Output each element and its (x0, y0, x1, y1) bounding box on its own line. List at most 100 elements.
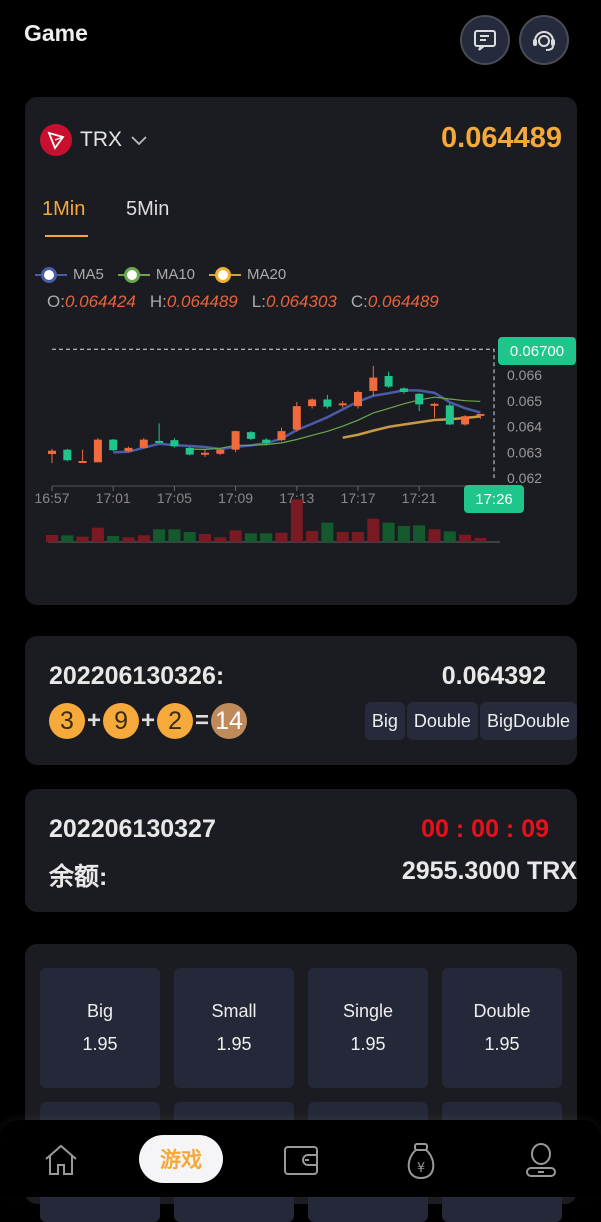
x-tick-label: 17:09 (218, 490, 253, 506)
volume-bar (336, 532, 349, 542)
volume-bar (428, 529, 441, 542)
crosshair-time-label: 17:26 (464, 485, 524, 513)
y-tick-label: 0.065 (507, 393, 542, 409)
home-icon[interactable] (43, 1142, 79, 1178)
candle-body (155, 440, 164, 443)
x-tick-label: 17:01 (96, 490, 131, 506)
candle-body (399, 388, 408, 392)
result-tag: BigDouble (479, 702, 577, 740)
candle-body (63, 449, 72, 461)
option-single[interactable]: Single 1.95 (308, 968, 428, 1088)
candle-body (354, 391, 362, 407)
ohlc-readout: O:0.064424 H:0.064489 L:0.064303 C:0.064… (47, 292, 439, 312)
volume-bar (91, 527, 104, 542)
candle-body (246, 432, 255, 439)
volume-bar (214, 537, 227, 542)
ma20-line (342, 415, 481, 439)
last-round-card (25, 636, 577, 765)
x-tick-label: 17:05 (157, 490, 192, 506)
x-tick-label: 17:17 (340, 490, 375, 506)
option-big[interactable]: Big 1.95 (40, 968, 160, 1088)
balance-label: 余额: (49, 863, 108, 891)
legend-ma10[interactable]: MA10 (117, 266, 195, 283)
legend-ma5[interactable]: MA5 (35, 266, 104, 283)
y-tick-label: 0.066 (507, 367, 542, 383)
result-ball: 9 (103, 703, 140, 739)
candle-body (476, 413, 485, 416)
result-tags: Big Double BigDouble (364, 702, 577, 740)
open-value: O:0.064424 (47, 292, 136, 311)
volume-bar (367, 518, 380, 542)
candle-body (124, 447, 133, 452)
trx-logo-icon (40, 124, 72, 156)
candle-body (216, 449, 225, 454)
close-value: C:0.064489 (350, 292, 439, 311)
tab-1min[interactable]: 1Min (42, 198, 86, 220)
wallet-icon[interactable] (283, 1142, 319, 1178)
ma-legend: MA5 MA10 MA20 (35, 266, 286, 283)
y-tick-label: 0.064 (507, 419, 542, 435)
x-tick-label: 17:13 (279, 490, 314, 506)
volume-bar (199, 534, 211, 542)
countdown-timer: 00 : 00 : 09 (421, 815, 549, 843)
volume-bar (443, 531, 456, 542)
chevron-down-icon (131, 136, 147, 146)
result-ball: 3 (49, 703, 85, 739)
tab-5min[interactable]: 5Min (126, 198, 170, 220)
candle-body (277, 431, 286, 441)
coin-selector[interactable]: TRX (40, 124, 148, 156)
result-tag: Big (364, 702, 405, 740)
option-small[interactable]: Small 1.95 (174, 968, 294, 1088)
high-value: H:0.064489 (149, 292, 238, 311)
volume-bar (321, 522, 334, 542)
volume-bar (76, 536, 89, 542)
volume-bar (229, 530, 242, 542)
user-icon[interactable] (523, 1142, 559, 1180)
volume-bar (244, 533, 257, 542)
candle-body (78, 461, 87, 464)
candlestick-chart[interactable]: 16:57 17:01 17:05 17:09 17:13 17:17 17:21 0.066… (0, 330, 601, 560)
y-tick-label: 0.063 (507, 444, 542, 460)
legend-ma20[interactable]: MA20 (209, 266, 286, 283)
result-sum: 14 (211, 703, 248, 739)
candle-body (262, 439, 271, 443)
customer-service-icon (533, 31, 555, 51)
volume-bar (153, 529, 166, 542)
x-tick-label: 17:21 (402, 490, 437, 506)
candle-body (369, 377, 378, 391)
volume-bar (275, 532, 288, 542)
candle-body (415, 393, 424, 405)
volume-bar (459, 534, 472, 542)
candle-body (292, 406, 301, 430)
active-tab-underline (45, 235, 88, 237)
candle-body (201, 452, 209, 455)
crosshair-line (52, 348, 495, 478)
current-period: 202206130327 (49, 815, 216, 843)
last-period: 202206130326: (49, 662, 225, 690)
volume-bar (137, 535, 150, 542)
candle-body (185, 447, 194, 455)
message-button[interactable] (460, 15, 510, 65)
option-double[interactable]: Double 1.95 (442, 968, 562, 1088)
candle-body (430, 403, 439, 406)
result-formula: 3 + 9 + 2 = 14 (49, 703, 248, 739)
current-round-card (25, 789, 577, 912)
svg-text:¥: ¥ (417, 1161, 425, 1176)
candle-body (461, 416, 470, 425)
nav-game[interactable]: 游戏 (139, 1135, 223, 1183)
bottom-nav (0, 1120, 601, 1197)
volume-bar (122, 537, 135, 542)
candle-body (323, 399, 332, 407)
volume-bar (382, 522, 395, 542)
candle-body (93, 439, 102, 463)
candle-body (308, 399, 317, 407)
balance-value: 2955.3000 TRX (401, 857, 577, 885)
volume-bar (306, 531, 319, 542)
volume-bar (46, 535, 58, 542)
customer-service-button[interactable] (519, 15, 569, 65)
candle-body (384, 376, 393, 387)
low-value: L:0.064303 (251, 292, 337, 311)
volume-bar (107, 536, 120, 542)
money-bag-icon[interactable]: ¥ (403, 1142, 439, 1182)
volume-bar (474, 538, 487, 542)
